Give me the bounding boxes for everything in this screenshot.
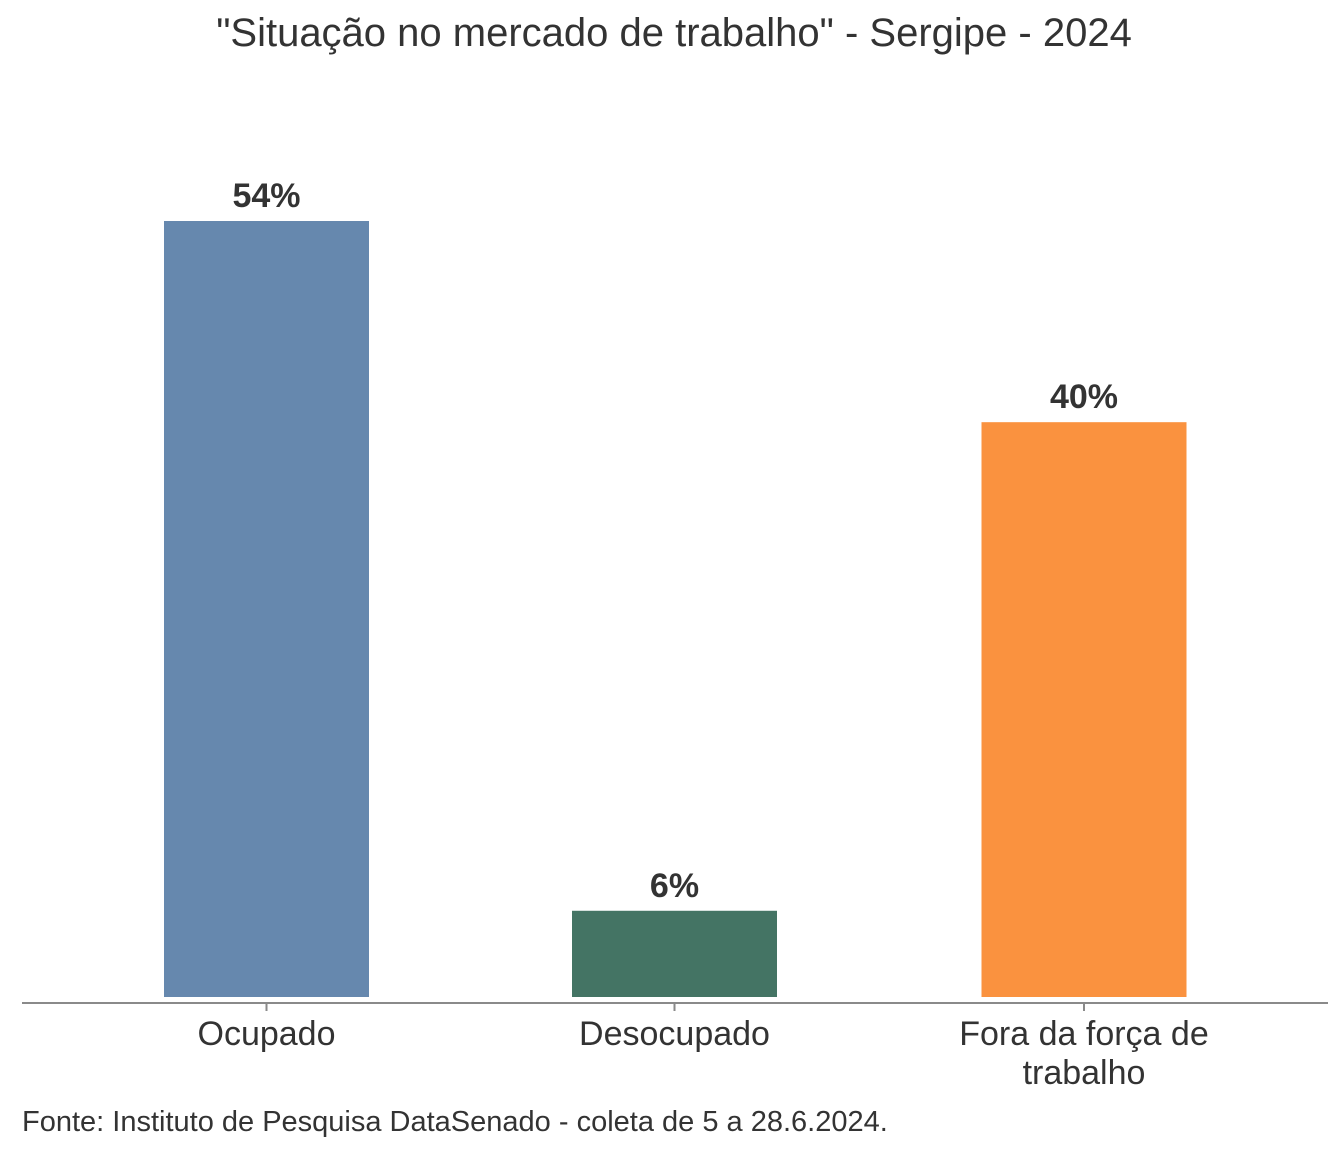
value-label-1: 54% <box>232 177 300 215</box>
x-tick-label-2: Desocupado <box>579 1015 770 1053</box>
value-labels-group: 54% 6% 40% <box>232 177 1118 905</box>
x-tick-label-2-line-1: Desocupado <box>579 1015 770 1053</box>
bars-group <box>164 221 1187 997</box>
bar-3 <box>981 422 1187 997</box>
x-tick-label-3-line-1: Fora da força de <box>959 1015 1208 1053</box>
bar-1 <box>164 221 369 997</box>
chart-title: "Situação no mercado de trabalho" - Serg… <box>216 11 1132 55</box>
value-label-3: 40% <box>1050 378 1118 416</box>
x-axis-tick-labels: Ocupado Desocupado Fora da força de trabalh… <box>198 1015 1209 1092</box>
bar-2 <box>572 910 777 997</box>
x-tick-label-1: Ocupado <box>198 1015 336 1053</box>
x-tick-label-3-line-2: trabalho <box>1023 1054 1146 1092</box>
source-note: Fonte: Instituto de Pesquisa DataSenado … <box>22 1106 888 1138</box>
x-tick-label-1-line-1: Ocupado <box>198 1015 336 1053</box>
value-label-2: 6% <box>650 867 699 905</box>
x-tick-label-3: Fora da força de trabalho <box>959 1015 1208 1092</box>
x-axis-ticks <box>265 1003 1085 1011</box>
